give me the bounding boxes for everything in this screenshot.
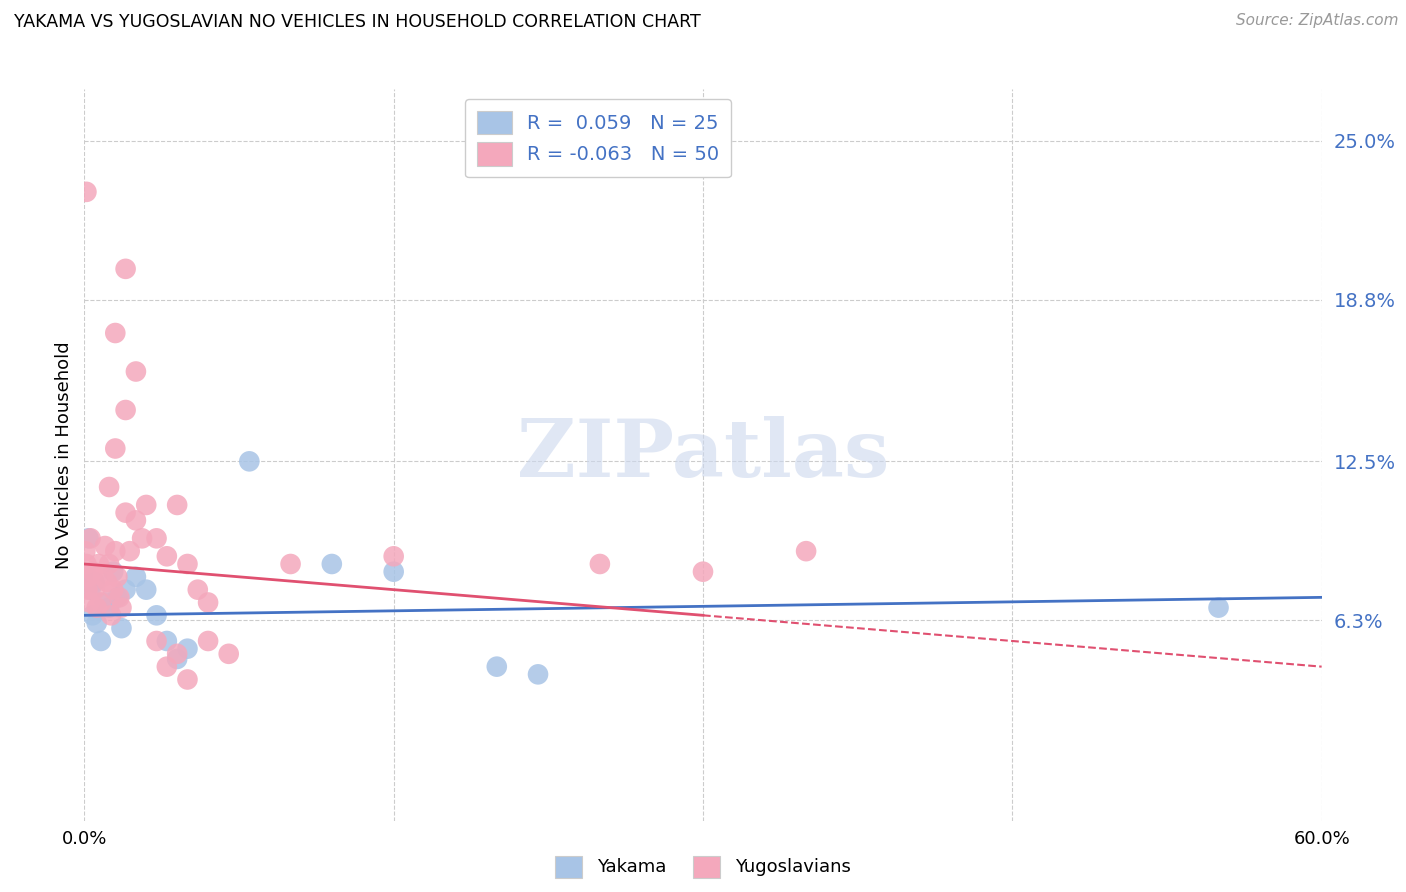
- Y-axis label: No Vehicles in Household: No Vehicles in Household: [55, 341, 73, 569]
- Point: [125, 513, 148, 527]
- Point: [156, 659, 179, 673]
- Point: [125, 570, 148, 584]
- Point: [238, 454, 260, 468]
- Point: [527, 667, 550, 681]
- Point: [218, 647, 240, 661]
- Text: Source: ZipAtlas.com: Source: ZipAtlas.com: [1236, 13, 1399, 29]
- Point: [135, 582, 157, 597]
- Point: [77, 532, 100, 546]
- Point: [105, 591, 128, 605]
- Point: [114, 261, 136, 276]
- Point: [83, 574, 105, 589]
- Point: [75, 185, 97, 199]
- Point: [79, 582, 101, 597]
- Point: [692, 565, 714, 579]
- Point: [166, 652, 188, 666]
- Point: [75, 557, 97, 571]
- Point: [145, 608, 167, 623]
- Point: [485, 659, 508, 673]
- Point: [197, 634, 219, 648]
- Point: [166, 647, 188, 661]
- Point: [197, 595, 219, 609]
- Point: [94, 595, 117, 609]
- Point: [96, 574, 118, 589]
- Point: [98, 600, 121, 615]
- Point: [105, 570, 128, 584]
- Point: [75, 570, 97, 584]
- Point: [1208, 600, 1230, 615]
- Point: [114, 506, 136, 520]
- Point: [100, 608, 122, 623]
- Point: [98, 557, 121, 571]
- Point: [114, 582, 136, 597]
- Point: [104, 544, 127, 558]
- Point: [280, 557, 302, 571]
- Point: [77, 570, 100, 584]
- Point: [176, 641, 198, 656]
- Point: [98, 480, 121, 494]
- Legend: Yakama, Yugoslavians: Yakama, Yugoslavians: [548, 848, 858, 885]
- Point: [108, 591, 131, 605]
- Point: [91, 570, 114, 584]
- Point: [118, 544, 141, 558]
- Point: [110, 600, 132, 615]
- Point: [321, 557, 343, 571]
- Point: [114, 403, 136, 417]
- Point: [82, 565, 104, 579]
- Point: [156, 549, 179, 564]
- Point: [176, 673, 198, 687]
- Point: [82, 608, 104, 623]
- Point: [145, 634, 167, 648]
- Point: [90, 634, 112, 648]
- Point: [794, 544, 817, 558]
- Point: [187, 582, 209, 597]
- Point: [104, 442, 127, 456]
- Point: [145, 532, 167, 546]
- Point: [176, 557, 198, 571]
- Point: [166, 498, 188, 512]
- Point: [86, 615, 108, 630]
- Point: [90, 595, 112, 609]
- Point: [382, 565, 405, 579]
- Point: [79, 595, 101, 609]
- Point: [86, 600, 108, 615]
- Point: [87, 557, 110, 571]
- Point: [75, 544, 97, 558]
- Point: [104, 326, 127, 340]
- Point: [156, 634, 179, 648]
- Point: [79, 532, 101, 546]
- Point: [83, 582, 105, 597]
- Point: [103, 565, 125, 579]
- Point: [131, 532, 153, 546]
- Point: [589, 557, 612, 571]
- Text: ZIPatlas: ZIPatlas: [517, 416, 889, 494]
- Point: [76, 582, 98, 597]
- Point: [94, 539, 117, 553]
- Point: [135, 498, 157, 512]
- Point: [382, 549, 405, 564]
- Text: YAKAMA VS YUGOSLAVIAN NO VEHICLES IN HOUSEHOLD CORRELATION CHART: YAKAMA VS YUGOSLAVIAN NO VEHICLES IN HOU…: [14, 13, 700, 31]
- Point: [110, 621, 132, 635]
- Point: [103, 582, 125, 597]
- Point: [125, 364, 148, 378]
